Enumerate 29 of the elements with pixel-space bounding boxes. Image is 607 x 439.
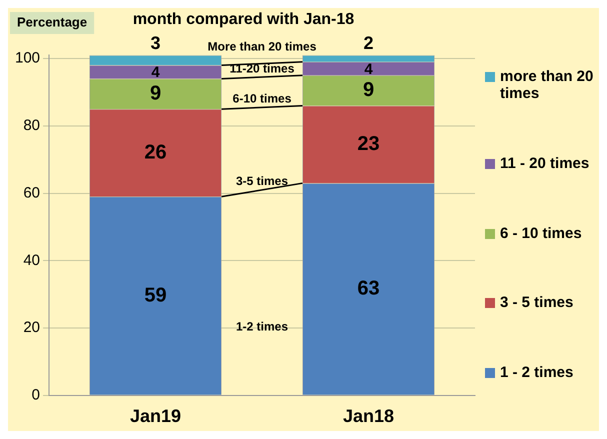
- legend-label: 1 - 2 times: [500, 364, 574, 381]
- y-tick-label: 40: [23, 252, 40, 269]
- x-tick-label: Jan18: [342, 406, 394, 426]
- data-label: 3: [150, 33, 161, 54]
- annotation: 3-5 times: [236, 174, 288, 188]
- legend-label: 11 - 20 times: [500, 154, 590, 172]
- data-label: 59: [144, 284, 167, 306]
- y-tick-label: 0: [32, 386, 40, 404]
- legend-label: 3 - 5 times: [500, 294, 574, 312]
- data-label: 63: [357, 278, 380, 300]
- data-label: 26: [144, 141, 167, 164]
- data-label: 9: [362, 79, 374, 102]
- x-tick-label: Jan19: [130, 406, 182, 426]
- y-tick-label: 80: [23, 117, 40, 134]
- data-label: 4: [151, 64, 160, 82]
- data-label: 9: [150, 82, 162, 104]
- y-tick-label: 20: [23, 319, 40, 336]
- legend-label: more than 20 times: [500, 68, 594, 102]
- y-tick-label: 100: [14, 50, 40, 67]
- y-axis-title: Percentage: [17, 14, 88, 30]
- annotation: 6-10 times: [232, 92, 292, 106]
- annotation: 1-2 times: [236, 320, 288, 334]
- y-tick-label: 60: [23, 184, 40, 202]
- chart-title: month compared with Jan-18: [132, 11, 354, 28]
- legend-label: 6 - 10 times: [500, 224, 582, 242]
- data-label: 23: [357, 132, 380, 155]
- data-label: 4: [364, 60, 374, 78]
- data-label: 2: [364, 33, 374, 54]
- text: More than 20 times: [208, 40, 317, 54]
